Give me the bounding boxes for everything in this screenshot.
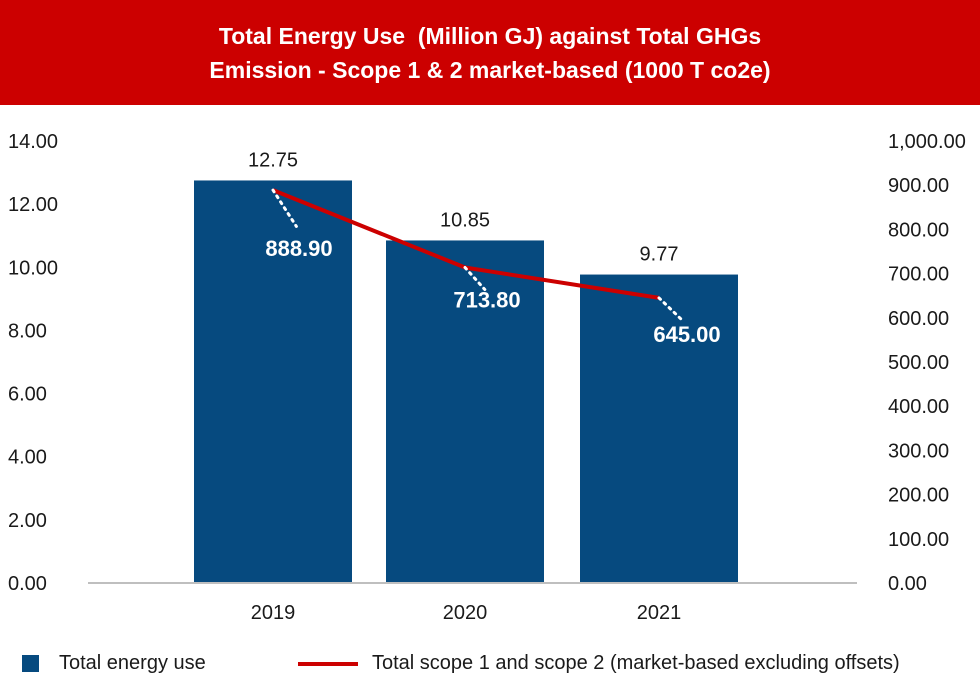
y-left-tick-label: 2.00 [8,510,47,532]
y-left-tick-label: 10.00 [8,257,58,279]
bar-value-label: 9.77 [640,244,679,266]
bar-energy-2021 [580,274,738,583]
chart-title-banner: Total Energy Use (Million GJ) against To… [0,0,980,105]
legend-item-emissions: Total scope 1 and scope 2 (market-based … [298,652,900,675]
line-point-leader [271,188,298,228]
x-tick-label: 2021 [637,602,682,624]
chart-title-line-1: Total Energy Use (Million GJ) against To… [218,22,762,49]
y-right-tick-label: 400.00 [888,396,949,418]
line-value-label: 713.80 [453,288,520,313]
y-left-tick-label: 4.00 [8,447,47,469]
legend-label-emissions: Total scope 1 and scope 2 (market-based … [372,652,900,674]
y-left-tick-label: 14.00 [8,131,58,153]
legend-swatch-bar [22,655,39,672]
legend-label-energy: Total energy use [59,652,206,674]
x-tick-label: 2020 [443,602,488,624]
y-left-tick-label: 6.00 [8,384,47,406]
y-right-tick-label: 0.00 [888,573,927,595]
y-right-tick-label: 300.00 [888,440,949,462]
x-tick-label: 2019 [251,602,296,624]
line-value-label: 888.90 [265,236,332,261]
chart-title-line-2: Emission - Scope 1 & 2 market-based (100… [209,56,771,83]
y-right-tick-label: 800.00 [888,219,949,241]
y-right-tick-label: 700.00 [888,264,949,286]
y-right-tick-label: 900.00 [888,175,949,197]
bar-energy-2019 [194,180,352,583]
bar-value-label: 10.85 [440,209,490,231]
line-point-leader [657,296,686,324]
legend-swatch-line [298,661,358,666]
bar-value-label: 12.75 [248,149,298,171]
bar-energy-2020 [386,240,544,583]
chart-plot-area: 0.00 2.00 4.00 6.00 8.00 10.00 12.00 14.00 0.00 1… [8,131,966,624]
y-left-tick-label: 12.00 [8,194,58,216]
y-right-tick-label: 500.00 [888,352,949,374]
chart-legend: Total energy use Total scope 1 and scope… [0,648,980,676]
legend-item-energy: Total energy use [22,652,206,675]
line-value-label: 645.00 [653,322,720,347]
y-right-tick-label: 600.00 [888,308,949,330]
line-point-leader [463,266,487,292]
y-left-tick-label: 0.00 [8,573,47,595]
y-right-tick-label: 1,000.00 [888,131,966,153]
y-left-tick-label: 8.00 [8,320,47,342]
y-right-tick-label: 200.00 [888,485,949,507]
y-right-tick-label: 100.00 [888,529,949,551]
